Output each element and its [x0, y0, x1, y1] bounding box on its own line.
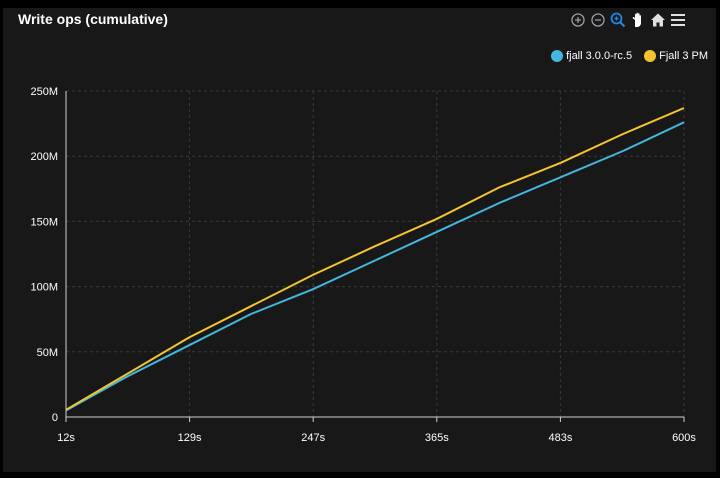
legend-item-fjall-rc5[interactable]: fjall 3.0.0-rc.5: [551, 50, 632, 62]
x-tick-label: 365s: [425, 432, 449, 444]
home-icon[interactable]: [650, 12, 666, 28]
zoom-in-icon[interactable]: [570, 12, 586, 28]
y-tick-label: 250M: [30, 86, 58, 98]
x-tick-label: 600s: [672, 432, 696, 444]
chart-toolbar: [570, 11, 686, 29]
series-line-0: [65, 121, 685, 412]
x-tick-label: 247s: [301, 432, 325, 444]
y-tick-label: 150M: [30, 216, 58, 228]
legend-label: Fjall 3 PM: [659, 50, 708, 62]
legend-label: fjall 3.0.0-rc.5: [566, 50, 633, 62]
y-tick-label: 200M: [30, 151, 58, 163]
y-tick-label: 100M: [30, 282, 58, 294]
x-tick-label: 483s: [548, 432, 572, 444]
x-tick-label: 12s: [57, 432, 75, 444]
zoom-out-icon[interactable]: [590, 12, 606, 28]
menu-icon[interactable]: [670, 12, 686, 28]
series-line-1: [65, 107, 685, 411]
y-tick-label: 0: [52, 412, 58, 424]
chart-title: Write ops (cumulative): [18, 11, 168, 27]
pan-icon[interactable]: [630, 12, 646, 28]
legend-marker: [644, 50, 657, 62]
x-tick-label: 129s: [178, 432, 202, 444]
chart-legend: fjall 3.0.0-rc.5 Fjall 3 PM: [551, 50, 708, 62]
chart-panel: [3, 8, 716, 472]
legend-marker: [551, 50, 564, 62]
selection-zoom-icon[interactable]: [610, 12, 626, 28]
legend-item-fjall-pm[interactable]: Fjall 3 PM: [644, 50, 708, 62]
y-tick-label: 50M: [37, 347, 58, 359]
